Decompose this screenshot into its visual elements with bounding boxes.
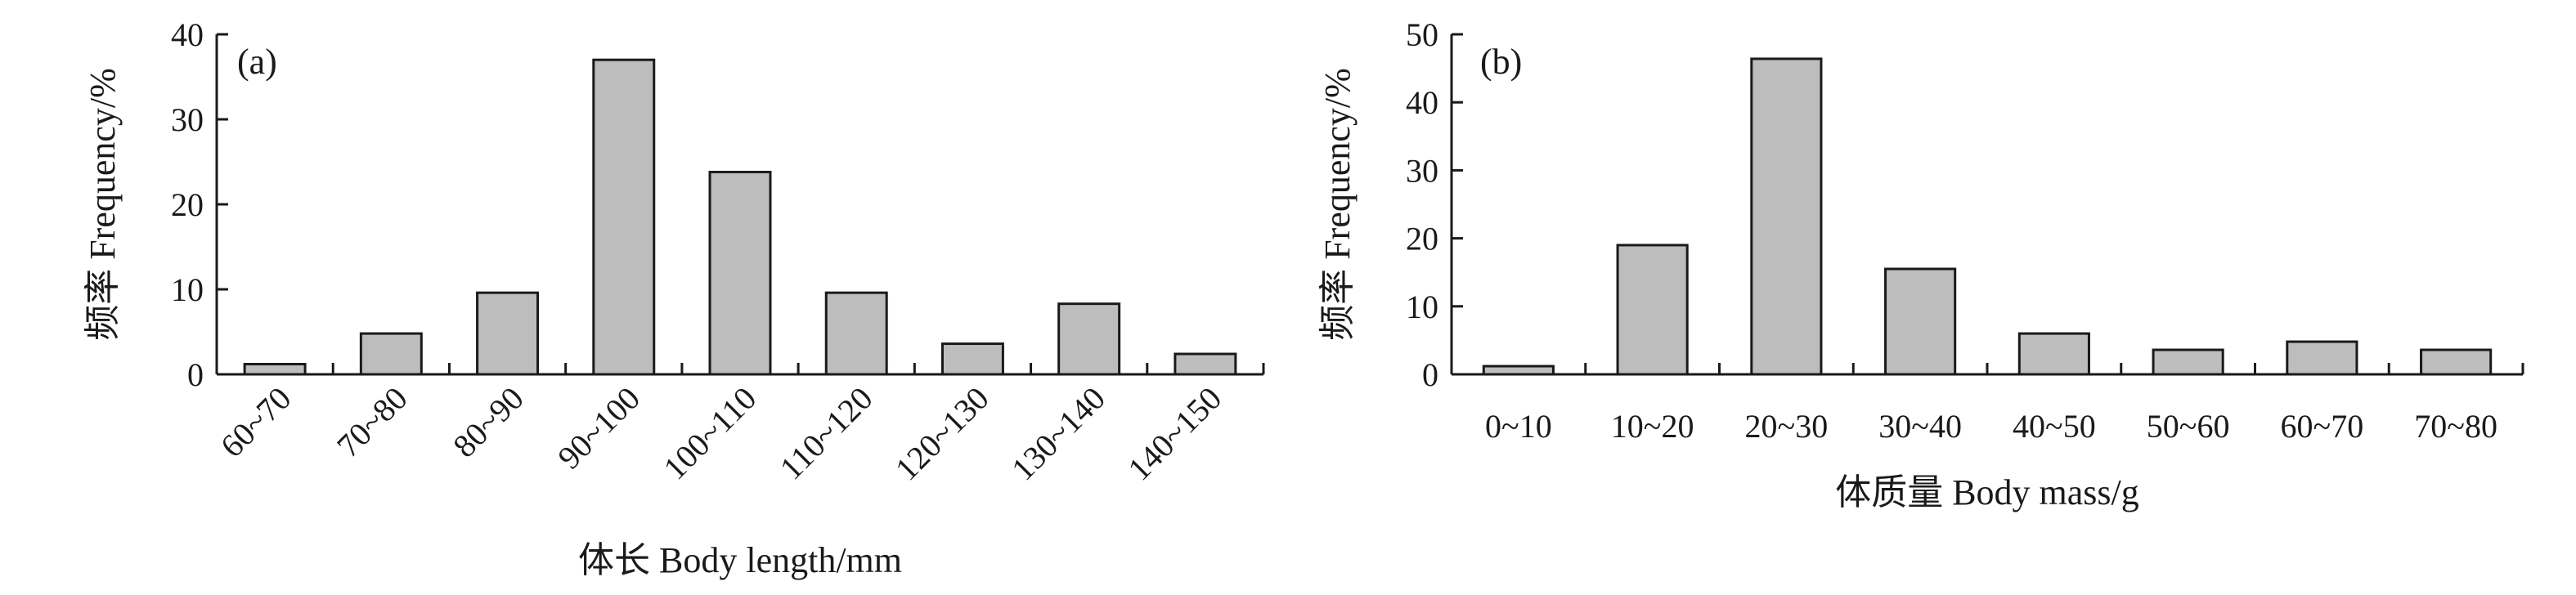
x-tick-label: 50~60 [2147,408,2230,445]
bar [1057,302,1121,376]
bar [359,332,423,376]
chart-panel-a: 0 10 20 30 40 60~70 70~80 80~90 90~100 100~110 110… [83,16,1265,580]
x-tick-label: 70~80 [2414,408,2497,445]
x-tick-label: 110~120 [773,380,880,487]
bar [1884,267,1957,376]
bar [1174,352,1237,376]
x-tick-label: 130~140 [1004,380,1112,488]
x-tick-label: 10~20 [1611,408,1694,445]
x-tick-label: 40~50 [2013,408,2096,445]
x-tick-label: 120~130 [888,380,996,488]
y-tick-label: 10 [171,271,204,308]
y-axis-title: 频率 Frequency/% [1317,68,1358,341]
panel-label: (a) [237,42,277,82]
y-axis-title: 频率 Frequency/% [83,68,123,341]
bar [1616,244,1689,376]
y-tick-label: 30 [1406,152,1438,189]
bar [708,170,772,376]
bar [2420,348,2493,376]
bar [824,291,888,376]
x-axis-title: 体长 Body length/mm [578,540,902,580]
x-tick-label: 140~150 [1120,380,1228,488]
x-tick-label: 60~70 [2281,408,2364,445]
y-tick-label: 0 [1422,356,1438,393]
bar [2152,348,2224,376]
x-tick-label: 90~100 [550,380,647,476]
bar [2286,340,2358,376]
y-tick-label: 30 [171,101,204,138]
y-tick-label: 20 [1406,221,1438,257]
y-tick-label: 40 [171,16,204,53]
panel-label: (b) [1480,42,1522,82]
y-tick-label: 50 [1406,16,1438,53]
x-axis-title: 体质量 Body mass/g [1835,472,2139,512]
x-tick-label: 20~30 [1745,408,1829,445]
bar [940,342,1004,376]
x-tick-label: 60~70 [213,380,298,465]
bar [592,58,656,376]
y-tick-label: 40 [1406,84,1438,121]
x-tick-label: 80~90 [446,380,531,465]
x-tick-label: 70~80 [330,380,415,465]
x-tick-label: 30~40 [1878,408,1962,445]
chart-panel-b: 0 10 20 30 40 50 0~10 10~20 20~30 30~40 40~50 50~60… [1317,16,2524,512]
bar [1482,365,1555,376]
bar [476,291,540,376]
bar [1750,57,1823,376]
bar [243,363,307,376]
y-tick-label: 10 [1406,289,1438,325]
x-tick-label: 0~10 [1485,408,1552,445]
bar [2017,332,2090,376]
y-tick-label: 20 [171,186,204,223]
x-tick-label: 100~110 [656,380,763,487]
y-tick-label: 0 [187,356,204,393]
